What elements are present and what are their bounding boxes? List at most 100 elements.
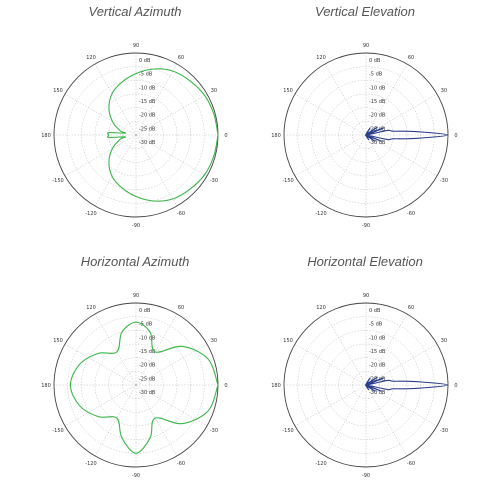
angle-tick-label: -150 (52, 428, 63, 434)
angle-tick-label: -90 (362, 223, 370, 229)
grid-ring (352, 121, 380, 149)
radial-tick-label: -15 dB (369, 349, 386, 355)
radial-tick-label: -15 dB (369, 99, 386, 105)
angle-tick-label: 0 (224, 133, 227, 139)
grid-ring (324, 343, 408, 427)
grid-spoke (294, 134, 367, 177)
radial-tick-label: -5 dB (139, 72, 153, 78)
radial-tick-label: -30 dB (369, 390, 386, 396)
angle-tick-label: 90 (133, 43, 139, 49)
radial-tick-label: -5 dB (369, 322, 383, 328)
angle-tick-label: -30 (440, 428, 448, 434)
grid-ring (297, 316, 435, 454)
radial-tick-label: 0 dB (369, 308, 381, 314)
pattern-series-line (365, 376, 449, 392)
angle-tick-label: -30 (210, 178, 218, 184)
radial-tick-label: -20 dB (139, 113, 156, 119)
angle-tick-label: 60 (408, 55, 414, 61)
chart-title: Horizontal Azimuth (80, 254, 190, 269)
grid-spoke (324, 384, 367, 457)
grid-ring (297, 66, 435, 204)
grid-ring (94, 343, 178, 427)
angle-tick-label: -120 (315, 461, 326, 467)
angle-tick-label: 180 (271, 383, 281, 389)
angle-tick-label: 180 (271, 133, 281, 139)
pattern-series-line (106, 68, 219, 202)
angle-tick-label: -60 (177, 461, 185, 467)
angle-tick-label: -60 (407, 461, 415, 467)
angle-tick-label: 30 (441, 338, 447, 344)
radial-tick-label: -20 dB (369, 113, 386, 119)
grid-ring (122, 121, 150, 149)
angle-tick-label: 180 (41, 133, 51, 139)
angle-tick-label: 150 (283, 338, 293, 344)
grid-spoke (94, 134, 137, 207)
angle-tick-label: 60 (408, 305, 414, 311)
angle-tick-label: 30 (441, 88, 447, 94)
grid-ring (67, 66, 205, 204)
angle-tick-label: 30 (211, 88, 217, 94)
angle-tick-label: -90 (362, 473, 370, 479)
radial-tick-label: 0 dB (139, 308, 151, 314)
angle-tick-label: 120 (316, 305, 326, 311)
polar-chart: 90 60 30 0 -30 -60 -90 -120 -150 180 150 120 0 dB -5 … (41, 293, 227, 479)
radial-tick-label: -10 dB (369, 85, 386, 91)
angle-tick-label: -30 (210, 428, 218, 434)
chart-panel-vertical-azimuth: Vertical Azimuth 90 60 30 0 -30 -60 -90 -120 -15… (10, 0, 260, 250)
chart-title: Vertical Elevation (315, 4, 415, 19)
angle-tick-label: 60 (178, 55, 184, 61)
radial-tick-label: -25 dB (369, 126, 386, 132)
grid-spoke (324, 134, 367, 207)
radial-tick-label: -5 dB (139, 322, 153, 328)
angle-tick-label: -120 (85, 461, 96, 467)
radial-tick-label: -15 dB (139, 349, 156, 355)
radial-tick-label: -20 dB (139, 363, 156, 369)
radial-tick-label: -30 dB (139, 390, 156, 396)
angle-tick-label: -150 (282, 428, 293, 434)
radial-tick-label: -10 dB (139, 335, 156, 341)
angle-tick-label: -150 (52, 178, 63, 184)
angle-tick-label: -30 (440, 178, 448, 184)
radial-tick-label: -30 dB (369, 140, 386, 146)
angle-tick-label: 30 (211, 338, 217, 344)
radial-tick-label: -5 dB (369, 72, 383, 78)
grid-ring (122, 371, 150, 399)
angle-tick-label: 180 (41, 383, 51, 389)
grid-ring (94, 93, 178, 177)
angle-tick-label: 120 (86, 55, 96, 61)
chart-panel-vertical-elevation: Vertical Elevation 90 60 30 0 -30 -60 -90 -120 -… (240, 0, 490, 250)
pattern-series-line (69, 321, 219, 454)
angle-tick-label: -60 (177, 211, 185, 217)
radial-tick-label: -25 dB (139, 126, 156, 132)
radial-tick-label: -10 dB (369, 335, 386, 341)
pattern-series-line (365, 126, 449, 142)
radial-tick-label: -30 dB (139, 140, 156, 146)
chart-panel-horizontal-elevation: Horizontal Elevation 90 60 30 0 -30 -60 -90 -12… (240, 250, 490, 500)
chart-title: Vertical Azimuth (88, 4, 182, 19)
angle-tick-label: -60 (407, 211, 415, 217)
chart-panel-horizontal-azimuth: Horizontal Azimuth 90 60 30 0 -30 -60 -90 -120 -… (10, 250, 260, 500)
angle-tick-label: 0 (454, 383, 457, 389)
polar-chart: 90 60 30 0 -30 -60 -90 -120 -150 180 150 120 0 dB -5 … (271, 43, 457, 229)
polar-chart: 90 60 30 0 -30 -60 -90 -120 -150 180 150 120 0 dB -5 … (41, 43, 227, 229)
angle-tick-label: 120 (316, 55, 326, 61)
angle-tick-label: -150 (282, 178, 293, 184)
grid-spoke (64, 384, 137, 427)
grid-spoke (94, 384, 137, 457)
radial-tick-label: -25 dB (369, 376, 386, 382)
angle-tick-label: -120 (315, 211, 326, 217)
grid-spoke (294, 384, 367, 427)
angle-tick-label: 90 (133, 293, 139, 299)
angle-tick-label: -90 (132, 223, 140, 229)
radial-tick-label: 0 dB (369, 58, 381, 64)
angle-tick-label: -90 (132, 473, 140, 479)
angle-tick-label: 90 (363, 293, 369, 299)
radial-tick-label: -20 dB (369, 363, 386, 369)
radial-tick-label: -10 dB (139, 85, 156, 91)
angle-tick-label: 120 (86, 305, 96, 311)
angle-tick-label: 150 (53, 338, 63, 344)
angle-tick-label: 0 (454, 133, 457, 139)
grid-ring (324, 93, 408, 177)
grid-ring (352, 371, 380, 399)
radial-tick-label: 0 dB (139, 58, 151, 64)
